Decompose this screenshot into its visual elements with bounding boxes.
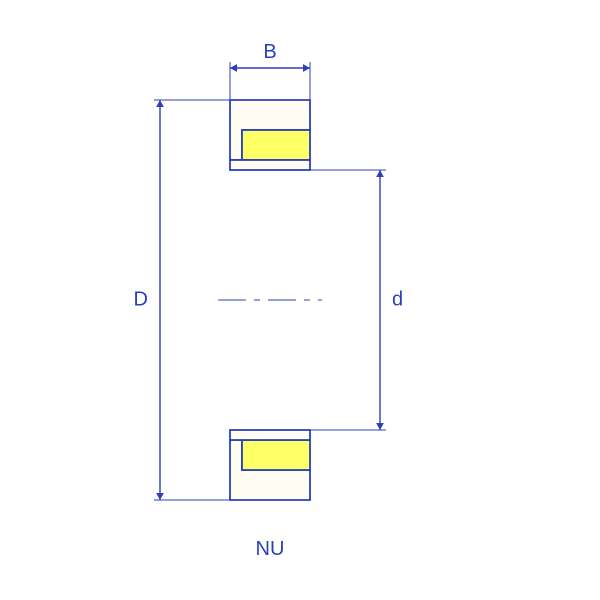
label-B: B: [263, 41, 276, 63]
dimension-B: [230, 62, 310, 100]
label-d: d: [392, 288, 403, 310]
label-D: D: [134, 288, 148, 310]
bearing-diagram: D d B NU: [0, 0, 600, 600]
caption-text: NU: [256, 538, 285, 560]
